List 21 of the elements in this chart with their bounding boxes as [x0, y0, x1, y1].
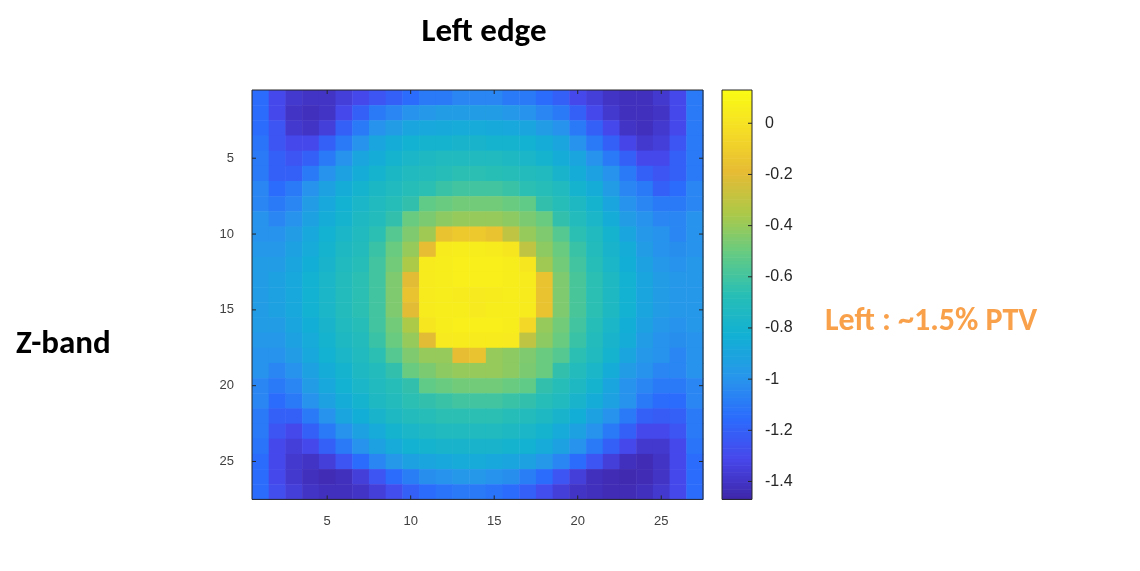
x-tick-label: 15	[486, 512, 502, 528]
y-tick-label: 25	[219, 453, 234, 469]
color-bar-label: -1.4	[765, 471, 793, 489]
y-tick-label: 10	[219, 225, 234, 241]
x-tick-label: 10	[403, 512, 418, 528]
y-tick-label: 20	[219, 377, 234, 393]
x-tick-label: 5	[323, 512, 331, 528]
y-tick-label: 15	[219, 301, 234, 317]
color-bar-label: 0	[765, 113, 774, 131]
y-tick-label: 5	[226, 149, 234, 165]
chart-title: Left edge	[420, 10, 548, 50]
color-bar-label: -1	[765, 369, 780, 387]
text: Left : ~1.5% PTV	[825, 300, 1038, 339]
color-bar-label: -0.4	[765, 216, 793, 234]
x-tick-label: 20	[570, 512, 585, 528]
color-bar-label: -0.2	[765, 164, 793, 182]
x-tick-label: 25	[654, 512, 669, 528]
color-bar-label: -0.8	[765, 318, 793, 336]
color-bar-label: -1.2	[765, 420, 793, 438]
y-axis-title: Z-band	[16, 322, 111, 362]
color-bar-label: -0.6	[765, 267, 793, 285]
